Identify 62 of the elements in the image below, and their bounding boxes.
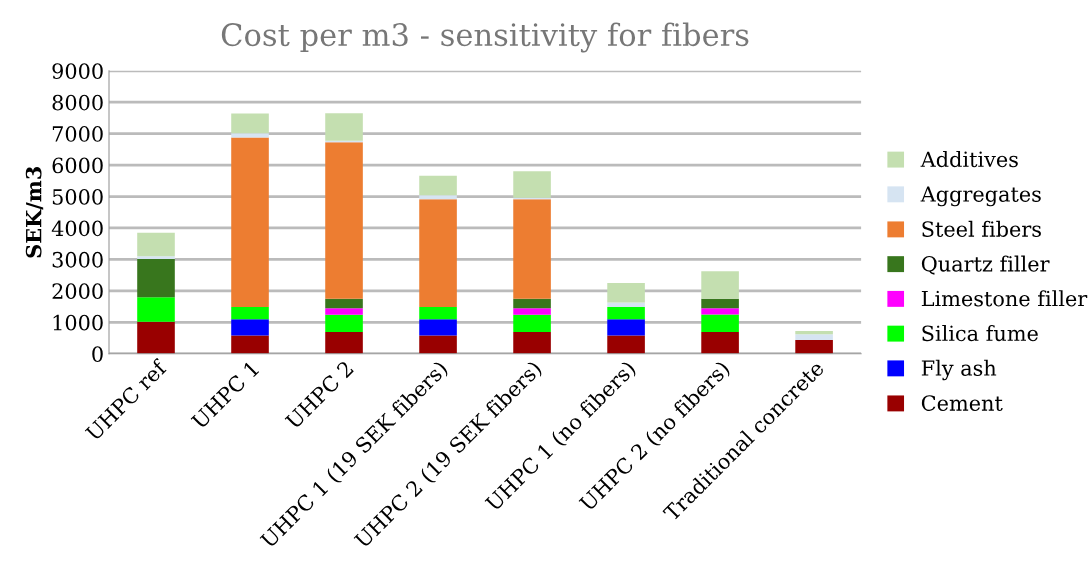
- bar: [137, 232, 175, 257]
- bar: [607, 306, 645, 320]
- bar: [325, 332, 363, 354]
- bar: [419, 335, 457, 354]
- y-axis-title: SEK/m3: [25, 166, 44, 258]
- bar: [325, 308, 363, 315]
- y-tick-label: 5000: [52, 188, 103, 205]
- y-tick-label: 7000: [52, 126, 103, 142]
- chart-title: Cost per m3 - sensitivity for fibers: [221, 22, 749, 53]
- bar: [325, 113, 363, 141]
- bar: [513, 332, 551, 354]
- legend-label: Fly ash: [921, 359, 997, 381]
- legend-label: Steel fibers: [922, 220, 1041, 237]
- bar: [137, 297, 175, 322]
- bar: [419, 306, 457, 320]
- bar: [325, 314, 363, 333]
- legend-label: Cement: [921, 395, 1003, 411]
- legend-label: Aggregates: [920, 186, 1041, 207]
- bar: [231, 113, 269, 134]
- bar: [325, 298, 363, 309]
- y-tick-label: 1000: [53, 314, 103, 331]
- bar: [137, 259, 175, 298]
- bar: [231, 137, 269, 307]
- bar: [701, 308, 739, 315]
- legend-label: Quartz filler: [921, 255, 1050, 275]
- y-tick-label: 8000: [52, 94, 103, 111]
- bar: [137, 256, 175, 260]
- legend-label: Additives: [920, 151, 1018, 168]
- y-tick-label: 9000: [52, 63, 103, 79]
- bar: [795, 339, 833, 354]
- bar: [419, 175, 457, 196]
- bar: [513, 298, 551, 309]
- y-tick-label: 0: [92, 346, 103, 362]
- bar: [419, 199, 457, 307]
- y-tick-label: 2000: [52, 283, 103, 300]
- legend-label: Limestone filler: [921, 290, 1088, 307]
- bar: [701, 271, 739, 299]
- bar: [701, 298, 739, 309]
- bar: [513, 308, 551, 315]
- bar: [419, 319, 457, 336]
- bar: [607, 283, 645, 303]
- bar: [419, 195, 457, 200]
- bar: [701, 314, 739, 333]
- bar: [607, 335, 645, 354]
- bar: [795, 334, 833, 340]
- bar: [795, 331, 833, 335]
- y-tick-label: 6000: [52, 157, 103, 174]
- bar: [701, 332, 739, 354]
- y-tick-label: 3000: [52, 251, 103, 268]
- bar: [607, 319, 645, 336]
- bar: [513, 314, 551, 333]
- bar: [137, 321, 175, 354]
- legend-label: Silica fume: [922, 325, 1038, 342]
- bar: [231, 133, 269, 138]
- bar: [325, 142, 363, 299]
- bar: [231, 319, 269, 336]
- y-tick-label: 4000: [51, 220, 103, 237]
- bar: [607, 302, 645, 307]
- bar: [513, 171, 551, 198]
- bar: [231, 306, 269, 320]
- bar: [513, 199, 551, 299]
- bar: [231, 335, 269, 354]
